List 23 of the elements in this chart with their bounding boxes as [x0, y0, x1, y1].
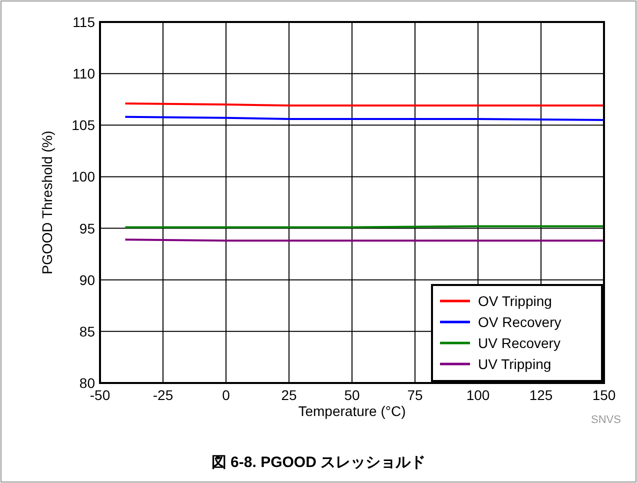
x-axis-title: Temperature (°C) — [298, 403, 406, 419]
y-tick-label: 115 — [72, 14, 96, 30]
legend-label: UV Recovery — [478, 335, 560, 351]
y-tick-label: 110 — [72, 66, 96, 82]
x-tick-label: 50 — [344, 387, 360, 403]
text: SNVS — [591, 414, 621, 426]
x-tick-label: 75 — [407, 387, 423, 403]
y-tick-label: 85 — [79, 323, 96, 340]
legend-label: UV Tripping — [478, 356, 552, 372]
text: 図 6-8. PGOOD スレッショルド — [211, 454, 426, 471]
x-tick-label: 25 — [281, 387, 297, 403]
x-tick-label: -25 — [152, 387, 174, 403]
legend-label: OV Recovery — [478, 314, 562, 330]
y-tick-label: 90 — [79, 272, 96, 288]
x-tick-label: 100 — [466, 387, 490, 403]
y-tick-label: 100 — [72, 168, 96, 185]
x-tick-label: 0 — [222, 387, 230, 403]
y-axis-title: PGOOD Threshold (%) — [39, 130, 55, 274]
y-tick-label: 105 — [72, 117, 96, 134]
y-tick-label: 95 — [79, 220, 96, 236]
x-tick-label: 150 — [592, 387, 616, 403]
legend-label: OV Tripping — [478, 293, 552, 309]
x-tick-label: 125 — [529, 387, 553, 403]
